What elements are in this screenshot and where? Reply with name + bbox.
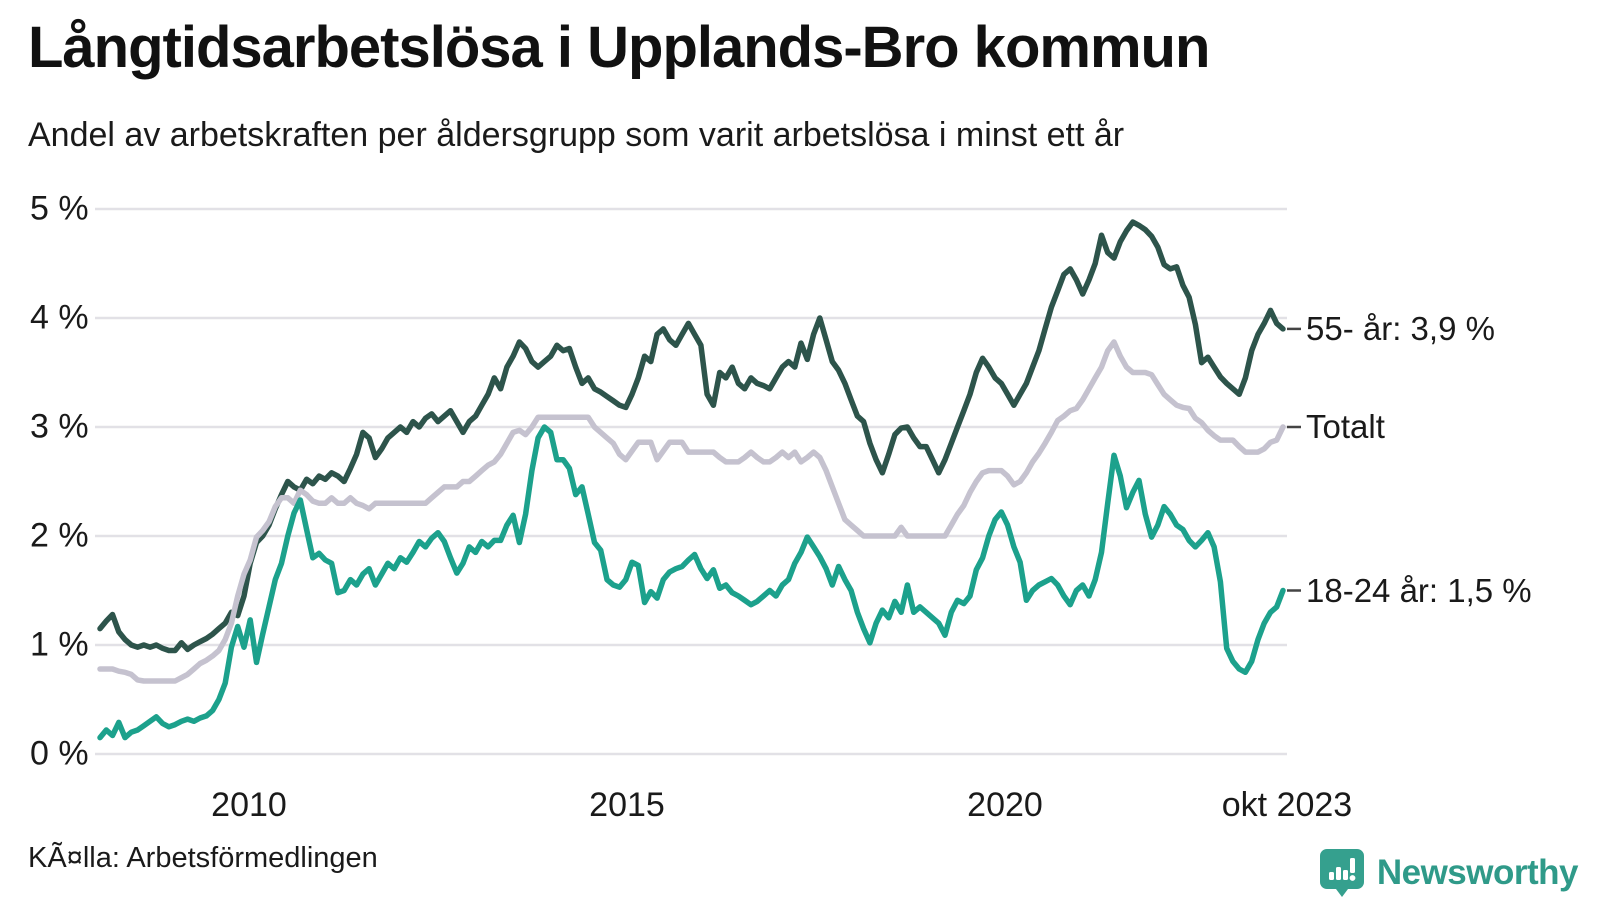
y-axis-tick-label: 0 % (30, 734, 89, 773)
series-label-55-r: 55- år: 3,9 % (1306, 309, 1495, 347)
newsworthy-icon (1319, 849, 1364, 897)
x-axis-tick-label: 2015 (589, 786, 665, 824)
x-axis-tick-label: 2020 (967, 786, 1043, 824)
y-axis-tick-label: 1 % (30, 625, 89, 664)
page-subtitle: Andel av arbetskraften per åldersgrupp s… (28, 116, 1125, 154)
brand-name: Newsworthy (1376, 853, 1579, 892)
source-note: KÃ¤lla: Arbetsförmedlingen (28, 842, 378, 874)
brand-logo: Newsworthy (1319, 848, 1579, 898)
series-line-55-r (97, 219, 1286, 654)
series-label-18-24-r: 18-24 år: 1,5 % (1306, 571, 1532, 609)
x-axis-tick-label: 2010 (211, 786, 287, 824)
series-line-Totalt (97, 339, 1286, 684)
x-axis-tick-label: okt 2023 (1221, 786, 1353, 824)
y-axis-tick-label: 2 % (30, 516, 89, 555)
y-axis-tick-label: 5 % (30, 189, 89, 228)
y-axis-tick-label: 3 % (30, 407, 89, 446)
y-axis-tick-label: 4 % (30, 298, 89, 337)
page-title: Långtidsarbetslösa i Upplands-Bro kommun (28, 15, 1210, 80)
series-line-18-24-r (97, 424, 1286, 741)
series-label-Totalt: Totalt (1306, 408, 1385, 445)
